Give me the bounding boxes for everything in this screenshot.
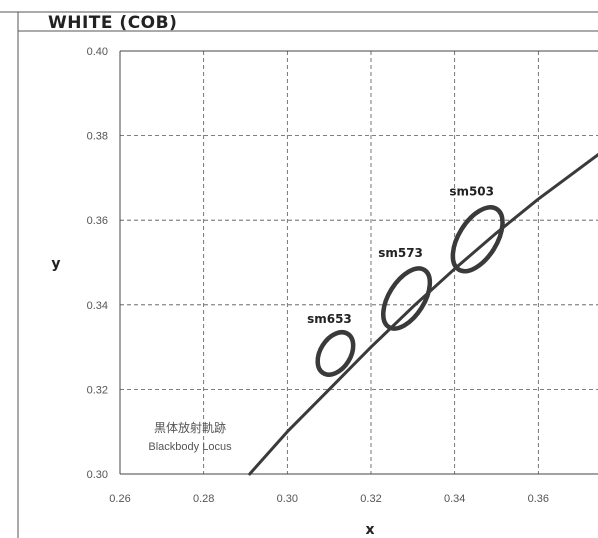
y-tick-label: 0.36 (87, 215, 108, 227)
y-tick-label: 0.34 (87, 300, 108, 312)
grid-lines (120, 50, 598, 474)
y-tick-label: 0.30 (87, 469, 108, 481)
ellipse-sm503 (450, 205, 505, 274)
x-tick-label: 0.28 (193, 493, 214, 505)
ellipses: sm653 sm573 sm503 (307, 185, 505, 377)
ellipse-sm573 (381, 266, 433, 331)
y-tick-label: 0.40 (87, 46, 108, 58)
locus-label-ja: 黒体放射軌跡 (154, 420, 226, 435)
axes (119, 50, 598, 475)
locus-label-en: Blackbody Locus (148, 441, 232, 453)
y-tick-label: 0.32 (87, 384, 108, 396)
ellipse-label-sm653: sm653 (307, 312, 352, 326)
x-tick-label: 0.26 (109, 493, 130, 505)
x-tick-label: 0.36 (528, 493, 549, 505)
y-axis-label: y (51, 256, 60, 272)
x-tick-label: 0.32 (360, 493, 381, 505)
locus-curve (248, 152, 598, 476)
ellipse-label-sm573: sm573 (378, 246, 423, 260)
y-tick-label: 0.38 (87, 131, 108, 143)
x-tick-label: 0.34 (444, 493, 465, 505)
chart-title: WHITE (COB) (48, 13, 177, 33)
x-tick-label: 0.30 (277, 493, 298, 505)
x-axis-label: x (365, 522, 374, 538)
ellipse-label-sm503: sm503 (449, 185, 494, 199)
blackbody-locus (248, 152, 598, 476)
ellipse-sm653 (315, 329, 356, 377)
tick-labels: 0.26 0.28 0.30 0.32 0.34 0.36 0.30 0.32 0.34 0.36… (87, 46, 549, 505)
